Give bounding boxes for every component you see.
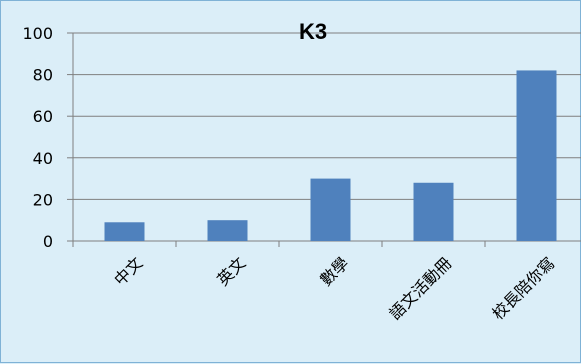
x-category-label: 校長陪你寫	[488, 253, 558, 323]
gridlines	[73, 32, 581, 200]
bars	[104, 70, 557, 241]
chart-title: K3	[299, 19, 327, 44]
x-category-label: 中文	[110, 253, 146, 289]
y-tick-label: 20	[33, 190, 53, 209]
bar	[207, 220, 248, 241]
y-tick-label: 0	[43, 232, 53, 251]
bar	[516, 70, 557, 241]
x-category-label: 英文	[213, 253, 249, 289]
y-tick-label: 80	[33, 66, 53, 85]
bar	[310, 178, 351, 241]
y-tick-label: 40	[33, 149, 53, 168]
x-category-label: 數學	[316, 253, 352, 289]
y-tick-label: 100	[22, 24, 53, 43]
labels: 0 20 40 60 80 100 中文 英文 數學 語文活動冊 校長陪你寫	[22, 24, 558, 323]
y-tick-label: 60	[33, 107, 53, 126]
bar	[104, 222, 145, 241]
x-category-label: 語文活動冊	[385, 253, 455, 323]
bar	[413, 182, 454, 241]
